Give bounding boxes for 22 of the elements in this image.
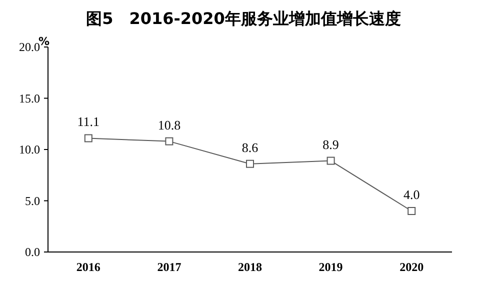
y-tick-label: 15.0: [19, 91, 40, 106]
point: [246, 160, 254, 168]
y-axis-title: %: [38, 35, 50, 48]
point: [408, 207, 416, 215]
text: 8.9: [322, 136, 339, 152]
point: [84, 134, 92, 142]
y-tick-label: 5.0: [25, 194, 40, 208]
x-tick-label: 2016: [76, 260, 100, 274]
y-tick-label: 10.0: [19, 142, 40, 157]
chart-title: 图5 2016-2020年服务业增加值增长速度: [86, 9, 401, 28]
x-tick-label: 2018: [238, 260, 262, 274]
text: 11.1: [77, 114, 100, 130]
point: [326, 156, 335, 165]
x-tick-label: 2020: [400, 260, 424, 274]
y-tick-label: 0.0: [25, 245, 40, 260]
point: [165, 137, 174, 146]
text: 4.0: [403, 187, 420, 202]
x-tick-label: 2017: [157, 260, 182, 274]
text: 10.8: [158, 117, 181, 132]
y-tick-label: 20.0: [19, 40, 40, 54]
x-tick-label: 2019: [318, 260, 343, 274]
text: 8.6: [242, 140, 258, 155]
